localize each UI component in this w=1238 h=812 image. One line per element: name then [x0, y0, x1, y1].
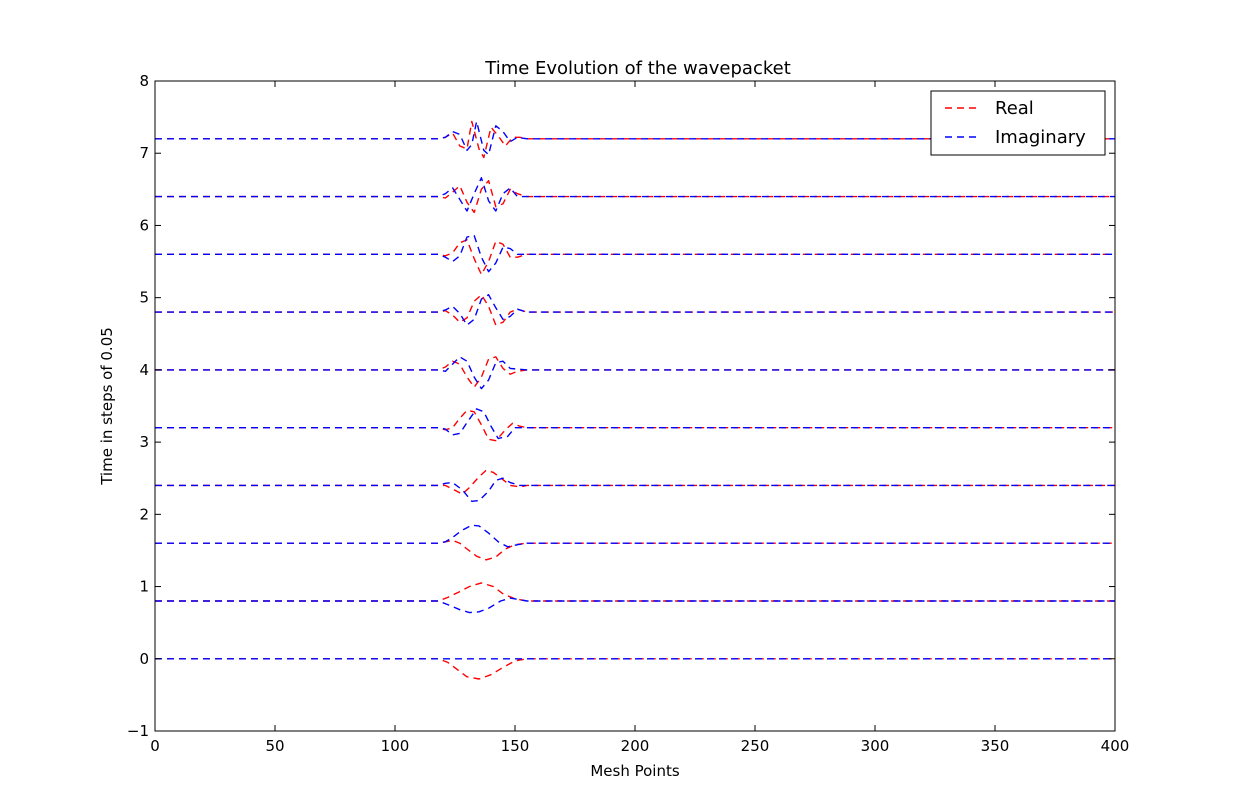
- x-tick-label-0: 0: [150, 737, 160, 755]
- real-line-5: [155, 356, 1115, 388]
- x-tick-label-3: 150: [501, 737, 530, 755]
- imaginary-line-7: [155, 234, 1115, 273]
- snapshot-6: [155, 294, 1115, 326]
- snapshot-3: [155, 469, 1115, 503]
- y-tick-label-4: 3: [139, 433, 149, 451]
- snapshot-1: [155, 582, 1115, 614]
- y-tick-label-3: 2: [139, 505, 149, 523]
- y-axis-label: Time in steps of 0.05: [98, 327, 116, 486]
- legend-box: [930, 90, 1106, 156]
- legend-label-imaginary: Imaginary: [995, 127, 1086, 148]
- y-tick-label-2: 1: [139, 578, 149, 596]
- chart-title: Time Evolution of the wavepacket: [484, 58, 791, 79]
- y-tick-label-1: 0: [139, 650, 149, 668]
- x-axis-label: Mesh Points: [590, 762, 680, 780]
- real-line-3: [155, 469, 1115, 495]
- x-tick-label-8: 400: [1101, 737, 1130, 755]
- y-tick-label-5: 4: [139, 361, 149, 379]
- plot-frame: [154, 80, 1116, 732]
- real-line-8: [155, 179, 1115, 214]
- imaginary-line-5: [155, 356, 1115, 390]
- imaginary-line-2: [155, 524, 1115, 548]
- y-tick-label-7: 6: [139, 216, 149, 234]
- snapshot-2: [155, 524, 1115, 561]
- imaginary-line-4: [155, 408, 1115, 440]
- x-tick-label-2: 100: [381, 737, 410, 755]
- imaginary-line-1: [155, 597, 1115, 614]
- y-tick-label-0: −1: [127, 722, 149, 740]
- series-layer: [155, 120, 1115, 680]
- imaginary-line-3: [155, 477, 1115, 503]
- snapshot-7: [155, 234, 1115, 276]
- real-line-7: [155, 239, 1115, 276]
- legend: Real Imaginary: [930, 90, 1106, 156]
- x-tick-label-7: 350: [981, 737, 1010, 755]
- snapshot-5: [155, 356, 1115, 390]
- x-tick-label-5: 250: [741, 737, 770, 755]
- real-line-4: [155, 409, 1115, 442]
- snapshot-4: [155, 408, 1115, 442]
- imaginary-line-8: [155, 177, 1115, 212]
- real-line-0: [155, 658, 1115, 680]
- x-tick-label-6: 300: [861, 737, 890, 755]
- x-tick-label-4: 200: [621, 737, 650, 755]
- snapshot-9: [155, 120, 1115, 159]
- imaginary-line-9: [155, 120, 1115, 156]
- imaginary-line-6: [155, 294, 1115, 326]
- snapshot-8: [155, 177, 1115, 214]
- y-tick-label-8: 7: [139, 144, 149, 162]
- real-line-6: [155, 294, 1115, 326]
- x-tick-label-1: 50: [265, 737, 284, 755]
- real-line-1: [155, 582, 1115, 602]
- snapshot-0: [155, 658, 1115, 680]
- legend-label-real: Real: [995, 98, 1034, 119]
- y-tick-label-9: 8: [139, 72, 149, 90]
- y-tick-label-6: 5: [139, 289, 149, 307]
